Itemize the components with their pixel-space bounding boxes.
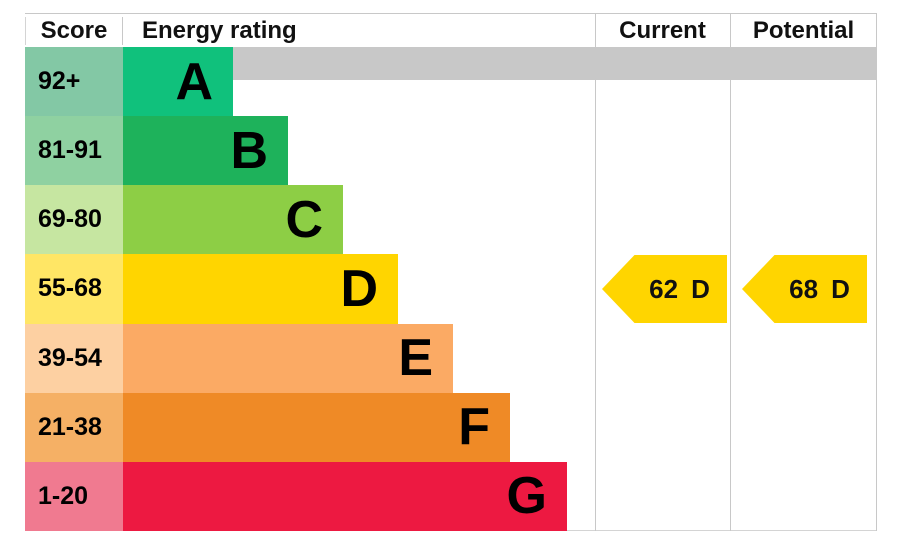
potential-rating-letter: D xyxy=(831,273,850,304)
score-cell: 69-80 xyxy=(25,185,123,255)
rating-letter: B xyxy=(230,121,268,180)
rating-bar: E xyxy=(123,323,453,393)
rating-bar: C xyxy=(123,185,343,255)
score-range-label: 81-91 xyxy=(38,136,102,165)
score-cell: 39-54 xyxy=(25,323,123,393)
score-range-label: 1-20 xyxy=(38,481,89,510)
score-cell: 21-38 xyxy=(25,392,123,462)
score-range-label: 39-54 xyxy=(38,343,102,372)
epc-table: Score Energy rating Current Potential 92… xyxy=(25,13,877,531)
grid-line-top xyxy=(25,13,877,14)
header-row: Score Energy rating Current Potential xyxy=(25,14,877,47)
grid-line-current-left xyxy=(595,13,596,531)
column-header-score: Score xyxy=(25,16,123,45)
rating-row-b: 81-91 B xyxy=(25,116,877,186)
score-range-label: 21-38 xyxy=(38,412,102,441)
rating-letter: D xyxy=(340,259,378,318)
current-score-value: 62 xyxy=(649,273,679,304)
rating-letter: G xyxy=(506,467,547,526)
score-cell: 1-20 xyxy=(25,461,123,531)
rating-letter: A xyxy=(175,52,213,111)
rating-row-a: 92+ A xyxy=(25,47,877,117)
rating-letter: C xyxy=(285,190,323,249)
rating-bar: D xyxy=(123,254,398,324)
score-cell: 92+ xyxy=(25,47,123,117)
score-range-label: 69-80 xyxy=(38,205,102,234)
rating-row-f: 21-38 F xyxy=(25,392,877,462)
score-cell: 55-68 xyxy=(25,254,123,324)
score-range-label: 55-68 xyxy=(38,274,102,303)
current-rating-letter: D xyxy=(691,273,710,304)
rating-bar: G xyxy=(123,461,567,531)
column-header-potential: Potential xyxy=(752,16,855,44)
rating-rows: 92+ A 81-91 B 69-80 C xyxy=(25,47,877,531)
rating-letter: E xyxy=(398,329,433,388)
rating-bar: F xyxy=(123,392,510,462)
grid-line-potential-left xyxy=(730,13,731,531)
rating-bar: A xyxy=(123,47,233,117)
rating-letter: F xyxy=(458,398,490,457)
rating-row-e: 39-54 E xyxy=(25,323,877,393)
score-range-label: 92+ xyxy=(38,67,81,96)
column-header-energy-rating: Energy rating xyxy=(142,16,297,44)
column-header-current: Current xyxy=(619,16,706,44)
score-cell: 81-91 xyxy=(25,116,123,186)
rating-row-g: 1-20 G xyxy=(25,461,877,531)
grid-line-right xyxy=(876,13,877,531)
rating-bar: B xyxy=(123,116,288,186)
rating-row-d: 55-68 D xyxy=(25,254,877,324)
rating-row-c: 69-80 C xyxy=(25,185,877,255)
potential-score-value: 68 xyxy=(789,273,819,304)
